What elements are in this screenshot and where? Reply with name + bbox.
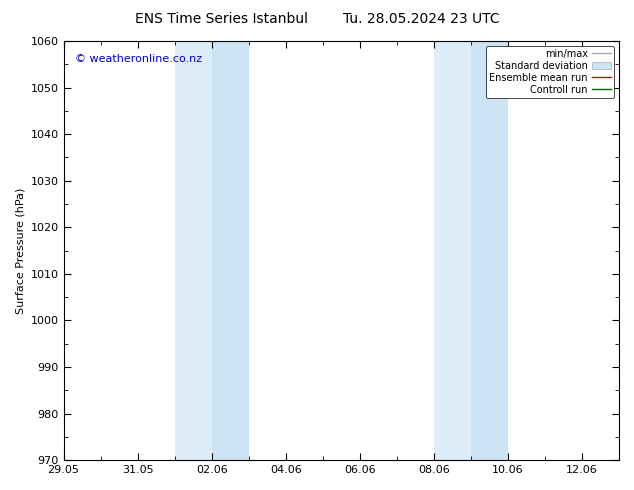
- Text: ENS Time Series Istanbul        Tu. 28.05.2024 23 UTC: ENS Time Series Istanbul Tu. 28.05.2024 …: [134, 12, 500, 26]
- Legend: min/max, Standard deviation, Ensemble mean run, Controll run: min/max, Standard deviation, Ensemble me…: [486, 46, 614, 98]
- Bar: [212, 41, 249, 460]
- Text: © weatheronline.co.nz: © weatheronline.co.nz: [75, 53, 202, 64]
- Bar: [174, 41, 212, 460]
- Bar: [471, 41, 508, 460]
- Y-axis label: Surface Pressure (hPa): Surface Pressure (hPa): [15, 187, 25, 314]
- Bar: [434, 41, 471, 460]
